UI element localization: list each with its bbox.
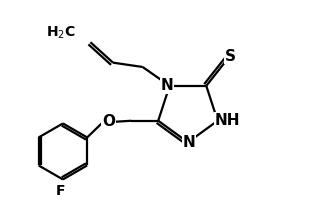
Text: H$_2$C: H$_2$C bbox=[46, 24, 75, 41]
Text: N: N bbox=[183, 135, 195, 150]
Text: S: S bbox=[225, 49, 236, 64]
Text: N: N bbox=[160, 78, 173, 93]
Text: NH: NH bbox=[214, 113, 240, 128]
Text: O: O bbox=[102, 114, 115, 129]
Text: F: F bbox=[55, 184, 65, 198]
